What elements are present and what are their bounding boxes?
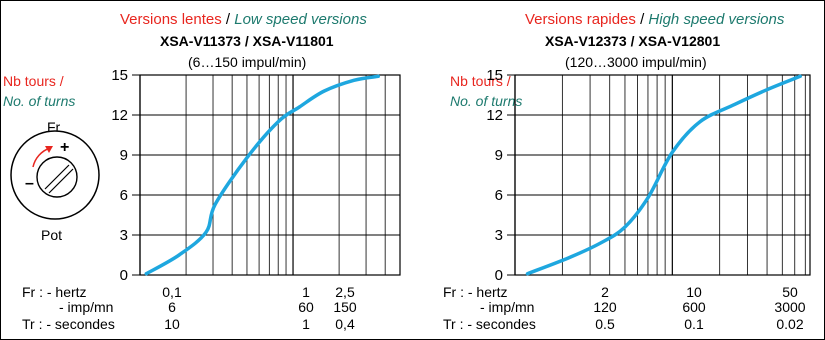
chart2-xtick-label: 0.02 bbox=[776, 317, 803, 331]
chart2-ytick-label: 0 bbox=[495, 267, 503, 284]
chart1-xtick-label: 10 bbox=[164, 317, 180, 331]
chart2-ytick-label: 15 bbox=[486, 67, 503, 84]
chart2-xaxis-row-label: Fr : - hertz bbox=[443, 285, 508, 299]
chart2-xtick-label: 0.5 bbox=[595, 317, 614, 331]
chart2-xtick-label: 120 bbox=[593, 300, 616, 314]
chart1-xtick-label: 150 bbox=[333, 300, 356, 314]
chart1-xtick-label: 0,1 bbox=[162, 285, 181, 299]
chart1-xtick-label: 0,4 bbox=[335, 317, 354, 331]
chart2-xtick-label: 2 bbox=[601, 285, 609, 299]
chart2-xaxis-row-label: Tr : - secondes bbox=[443, 317, 536, 331]
chart1-xaxis-row-label: Tr : - secondes bbox=[22, 317, 115, 331]
chart2-ytick-label: 3 bbox=[495, 227, 503, 244]
chart1-xtick-label: 60 bbox=[298, 300, 314, 314]
chart1-xaxis-row-label: Fr : - hertz bbox=[22, 285, 87, 299]
chart1-xtick-label: 6 bbox=[168, 300, 176, 314]
chart2-xtick-label: 3000 bbox=[774, 300, 805, 314]
chart2-xtick-label: 0.1 bbox=[684, 317, 703, 331]
chart2-xtick-label: 10 bbox=[686, 285, 702, 299]
chart2-ytick-label: 6 bbox=[495, 187, 503, 204]
chart2-ytick-label: 9 bbox=[495, 147, 503, 164]
chart1-xtick-label: 1 bbox=[302, 285, 310, 299]
chart2-xtick-label: 50 bbox=[782, 285, 798, 299]
chart1-xtick-label: 1 bbox=[302, 317, 310, 331]
chart1-xtick-label: 2,5 bbox=[335, 285, 354, 299]
chart2-xaxis-row-label: - imp/mn bbox=[480, 300, 534, 314]
chart1-xaxis-row-label: - imp/mn bbox=[59, 300, 113, 314]
chart2-plot-frame bbox=[515, 75, 810, 275]
chart2-ytick-label: 12 bbox=[486, 107, 503, 124]
chart2-series-line bbox=[528, 76, 801, 273]
chart2-xtick-label: 600 bbox=[682, 300, 705, 314]
